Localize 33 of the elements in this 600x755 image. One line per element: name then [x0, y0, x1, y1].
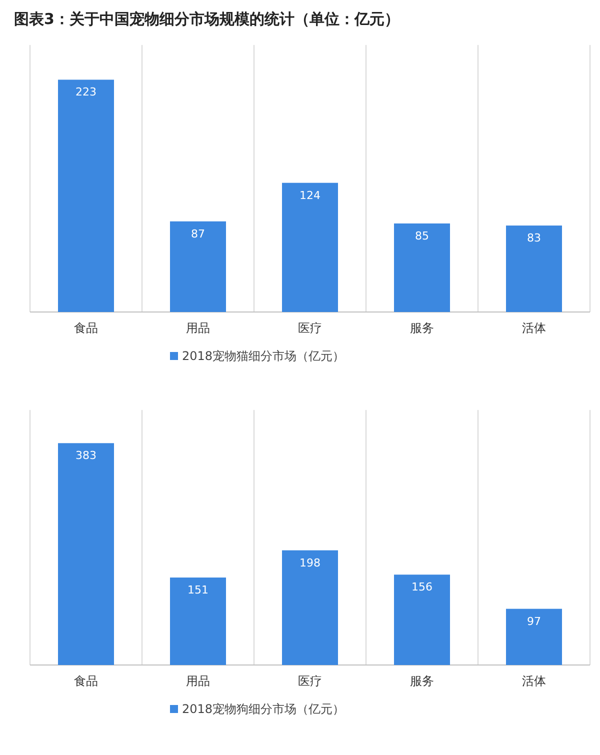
bar	[58, 443, 114, 665]
x-tick-label: 医疗	[298, 674, 322, 688]
x-tick-label: 医疗	[298, 321, 322, 335]
x-tick-label: 用品	[186, 674, 210, 688]
data-label: 97	[527, 614, 541, 628]
chart-title: 图表3：关于中国宠物细分市场规模的统计（单位：亿元）	[14, 10, 400, 28]
data-label: 198	[300, 556, 320, 570]
data-label: 83	[527, 232, 541, 245]
x-tick-label: 用品	[186, 321, 210, 335]
data-label: 156	[412, 580, 432, 594]
data-label: 87	[191, 227, 205, 240]
data-label: 223	[76, 86, 96, 99]
legend-label: 2018宠物狗细分市场（亿元）	[182, 702, 345, 716]
bar	[282, 182, 338, 312]
x-tick-label: 服务	[410, 321, 434, 335]
data-label: 124	[300, 188, 320, 202]
bar	[170, 221, 226, 312]
x-tick-label: 活体	[522, 321, 546, 335]
bar	[506, 608, 562, 665]
bar	[170, 578, 226, 665]
bar	[58, 80, 114, 312]
bar	[394, 574, 450, 665]
x-tick-label: 食品	[74, 321, 98, 335]
data-label: 85	[415, 229, 429, 242]
x-tick-label: 食品	[74, 674, 98, 688]
x-tick-label: 服务	[410, 674, 434, 688]
bar	[506, 226, 562, 312]
legend-label: 2018宠物猫细分市场（亿元）	[182, 349, 345, 363]
data-label: 383	[76, 449, 96, 462]
x-tick-label: 活体	[522, 674, 546, 688]
bar	[394, 223, 450, 312]
data-label: 151	[188, 584, 208, 597]
bar	[282, 550, 338, 665]
